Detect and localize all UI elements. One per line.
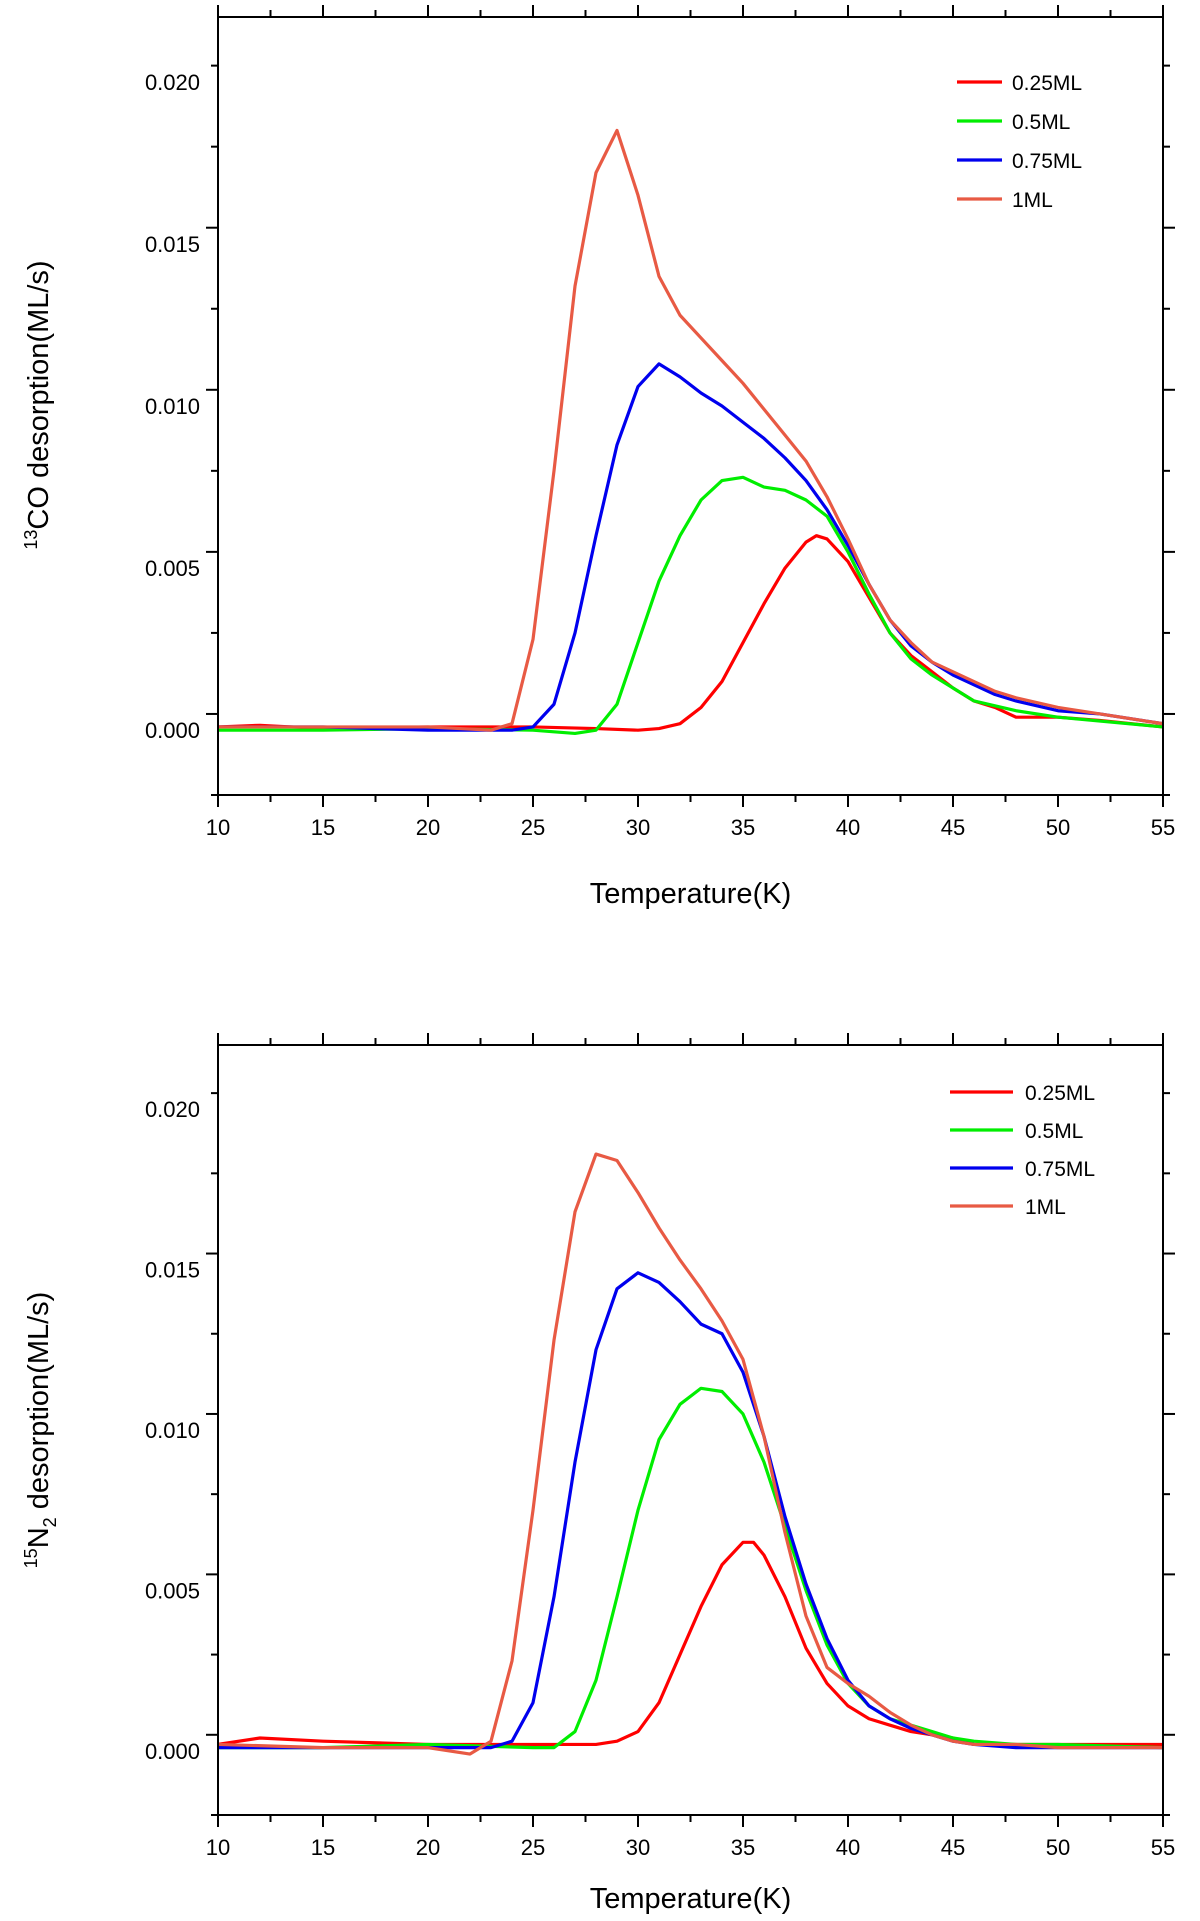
legend-label-0.25ML: 0.25ML [1012, 72, 1082, 95]
legend-label-0.5ML: 0.5ML [1012, 111, 1070, 134]
x-tick-label: 20 [416, 1835, 440, 1860]
plot-frame [217, 1044, 1164, 1816]
y-axis-title: 13CO desorption(ML/s) [21, 260, 55, 549]
x-tick-label: 25 [521, 1835, 545, 1860]
x-tick-label: 25 [521, 815, 545, 840]
y-tick-label: 0.020 [145, 70, 200, 95]
legend-label-0.75ML: 0.75ML [1012, 150, 1082, 173]
y-tick-label: 0.015 [145, 232, 200, 257]
x-tick-label: 40 [836, 815, 860, 840]
series-line-0.5ML [218, 475, 1163, 736]
y-axis-title-main: N [23, 1527, 55, 1548]
series-line-1ML [218, 1152, 1163, 1756]
y-tick-label: 0.010 [145, 1418, 200, 1443]
y-tick-label: 0.015 [145, 1258, 200, 1283]
y-axis-title-superscript: 15 [21, 1548, 41, 1568]
y-tick-label: 0.020 [145, 1097, 200, 1122]
y-tick-label: 0.000 [145, 718, 200, 743]
y-axis-title-main: CO desorption(ML/s) [23, 260, 55, 529]
x-tick-label: 35 [731, 1835, 755, 1860]
x-tick-label: 30 [626, 815, 650, 840]
x-tick-label: 30 [626, 1835, 650, 1860]
y-tick-label: 0.010 [145, 394, 200, 419]
y-tick-label: 0.005 [145, 1578, 200, 1603]
x-tick-label: 35 [731, 815, 755, 840]
series-line-0.5ML [218, 1386, 1163, 1750]
x-tick-label: 45 [941, 1835, 965, 1860]
y-axis-title-subscript: 2 [40, 1517, 60, 1527]
x-tick-label: 20 [416, 815, 440, 840]
legend-label-1ML: 1ML [1025, 1196, 1066, 1219]
series-line-1ML [218, 128, 1163, 732]
x-tick-label: 45 [941, 815, 965, 840]
series-line-0.75ML [218, 1271, 1163, 1750]
legend-label-0.5ML: 0.5ML [1025, 1120, 1083, 1143]
x-tick-label: 50 [1046, 1835, 1070, 1860]
x-tick-label: 15 [311, 1835, 335, 1860]
x-tick-label: 50 [1046, 815, 1070, 840]
y-tick-label: 0.000 [145, 1739, 200, 1764]
y-axis-title-rest: desorption(ML/s) [23, 1292, 55, 1518]
y-axis-title-superscript: 13 [21, 530, 41, 550]
legend-label-0.25ML: 0.25ML [1025, 1082, 1095, 1105]
y-axis-title: 15N2 desorption(ML/s) [21, 1292, 60, 1569]
x-tick-label: 10 [206, 815, 230, 840]
legend-label-0.75ML: 0.75ML [1025, 1158, 1095, 1181]
series-line-0.75ML [218, 362, 1163, 732]
x-tick-label: 10 [206, 1835, 230, 1860]
x-tick-label: 40 [836, 1835, 860, 1860]
chart-panel-2: 10 15 20 25 30 35 40 45 50 55 0.000 0.005 0.010 0.015… [21, 1033, 1175, 1915]
x-axis-title: Temperature(K) [590, 878, 791, 910]
y-tick-label: 0.005 [145, 556, 200, 581]
legend-label-1ML: 1ML [1012, 189, 1053, 212]
x-tick-label: 55 [1151, 1835, 1175, 1860]
x-tick-label: 55 [1151, 815, 1175, 840]
x-axis-title: Temperature(K) [590, 1883, 791, 1915]
x-tick-label: 15 [311, 815, 335, 840]
chart-panel-1: 10 15 20 25 30 35 40 45 50 55 0.000 0.005 0.010 0.015… [21, 5, 1175, 910]
series-line-0.25ML [218, 1540, 1163, 1747]
